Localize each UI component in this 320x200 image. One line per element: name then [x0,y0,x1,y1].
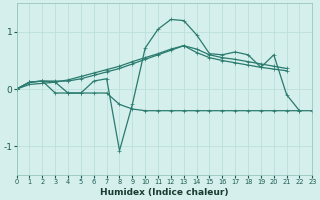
X-axis label: Humidex (Indice chaleur): Humidex (Indice chaleur) [100,188,229,197]
